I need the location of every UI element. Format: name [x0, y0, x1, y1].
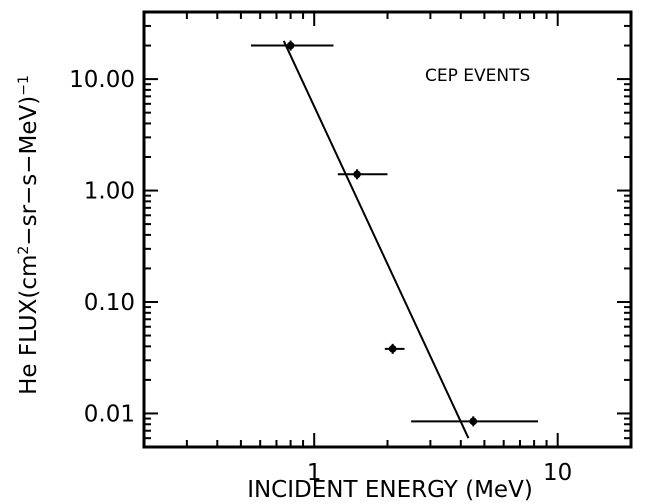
x-tick-label: 10 — [543, 460, 572, 486]
y-tick-label: 1.00 — [84, 179, 135, 205]
y-axis-title-sup: 2 — [16, 246, 32, 255]
fit-line-group — [282, 40, 470, 439]
y-tick-label: 0.01 — [84, 401, 135, 427]
data-point — [384, 343, 405, 354]
ticks — [144, 12, 631, 447]
y-tick-label: 0.10 — [84, 290, 135, 316]
y-axis-title-rest: −sr−s−MeV) — [16, 96, 42, 246]
point-marker — [469, 417, 478, 426]
data-points — [250, 40, 538, 427]
data-point — [250, 40, 334, 51]
point-marker — [286, 41, 295, 50]
annotation-text: CEP EVENTS — [425, 66, 530, 86]
y-axis-title-main: He FLUX(cm — [16, 255, 42, 395]
y-axis-title-exp: −1 — [16, 75, 32, 96]
x-tick-label: 1 — [307, 460, 322, 486]
plot-frame — [142, 10, 633, 449]
point-marker — [353, 170, 361, 179]
y-axis-title: He FLUX(cm2−sr−s−MeV)−1 — [16, 75, 42, 395]
data-point — [337, 169, 388, 180]
data-point — [411, 416, 538, 427]
y-tick-label: 10.00 — [69, 67, 135, 93]
tick-labels: 1 10 10.00 1.00 0.10 0.01 — [69, 67, 572, 486]
point-marker — [388, 345, 397, 353]
fit-line — [282, 40, 470, 439]
x-axis-title: INCIDENT ENERGY (MeV) — [247, 477, 533, 503]
